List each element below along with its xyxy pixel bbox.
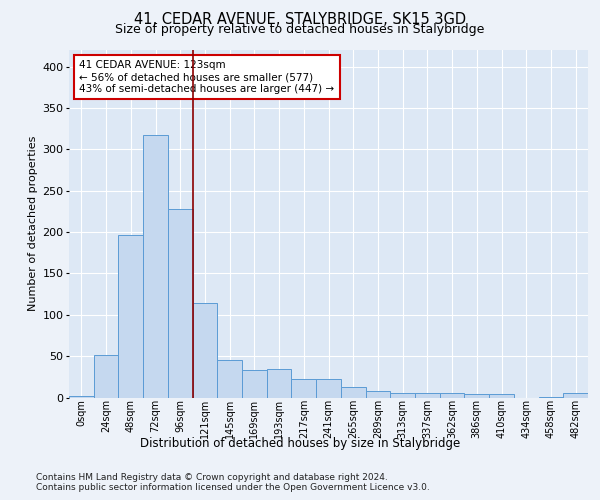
Bar: [440, 394, 464, 398]
Bar: [143, 135, 168, 398]
Y-axis label: Number of detached properties: Number of detached properties: [28, 136, 38, 312]
Text: Size of property relative to detached houses in Stalybridge: Size of property relative to detached ho…: [115, 24, 485, 36]
Bar: [217, 360, 242, 398]
Bar: [464, 394, 489, 398]
Bar: [539, 396, 563, 398]
Text: Contains public sector information licensed under the Open Government Licence v3: Contains public sector information licen…: [36, 484, 430, 492]
Bar: [316, 380, 341, 398]
Bar: [94, 356, 118, 398]
Bar: [415, 394, 440, 398]
Text: 41, CEDAR AVENUE, STALYBRIDGE, SK15 3GD: 41, CEDAR AVENUE, STALYBRIDGE, SK15 3GD: [134, 12, 466, 28]
Bar: [341, 386, 365, 398]
Bar: [193, 303, 217, 398]
Bar: [118, 236, 143, 398]
Bar: [390, 392, 415, 398]
Text: Distribution of detached houses by size in Stalybridge: Distribution of detached houses by size …: [140, 438, 460, 450]
Bar: [168, 209, 193, 398]
Bar: [563, 394, 588, 398]
Bar: [242, 370, 267, 398]
Text: 41 CEDAR AVENUE: 123sqm
← 56% of detached houses are smaller (577)
43% of semi-d: 41 CEDAR AVENUE: 123sqm ← 56% of detache…: [79, 60, 335, 94]
Bar: [69, 396, 94, 398]
Bar: [365, 391, 390, 398]
Bar: [267, 368, 292, 398]
Bar: [489, 394, 514, 398]
Text: Contains HM Land Registry data © Crown copyright and database right 2024.: Contains HM Land Registry data © Crown c…: [36, 472, 388, 482]
Bar: [292, 380, 316, 398]
